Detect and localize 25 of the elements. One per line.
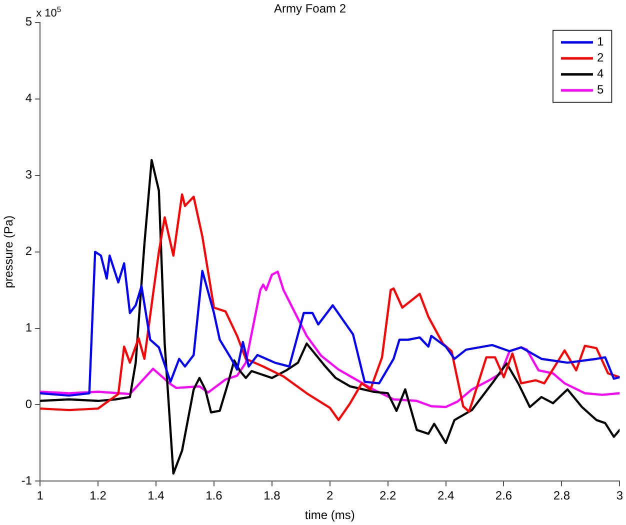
x-tick-label: 1.6	[206, 488, 223, 503]
legend-label: 4	[596, 66, 604, 81]
x-axis-title: time (ms)	[304, 508, 355, 522]
y-tick-label: 3	[25, 168, 32, 182]
legend-label: 1	[596, 34, 604, 49]
x-tick-label: 2	[326, 488, 334, 503]
y-axis-title: pressure (Pa)	[2, 215, 16, 288]
y-tick-label: 4	[25, 91, 32, 106]
x-tick-label: 3	[616, 488, 624, 503]
y-tick-label: 5	[25, 14, 32, 29]
y-tick-label: 0	[25, 397, 32, 412]
y-tick-label: 1	[25, 320, 32, 335]
x-tick-label: 2.8	[553, 488, 570, 503]
x-tick-label: 2.6	[495, 488, 512, 503]
y-tick-label: -1	[21, 474, 32, 488]
legend-label: 5	[596, 82, 604, 97]
x-tick-label: 1.8	[264, 488, 281, 503]
x-tick-label: 1	[36, 488, 44, 503]
x-tick-label: 2.4	[437, 488, 454, 503]
legend-label: 2	[596, 50, 604, 65]
x-tick-label: 2.2	[379, 488, 396, 503]
x-tick-label: 1.4	[148, 488, 165, 503]
x-tick-label: 1.2	[90, 488, 107, 503]
chart-title: Army Foam 2	[274, 2, 346, 16]
y-tick-label: 2	[25, 244, 32, 258]
